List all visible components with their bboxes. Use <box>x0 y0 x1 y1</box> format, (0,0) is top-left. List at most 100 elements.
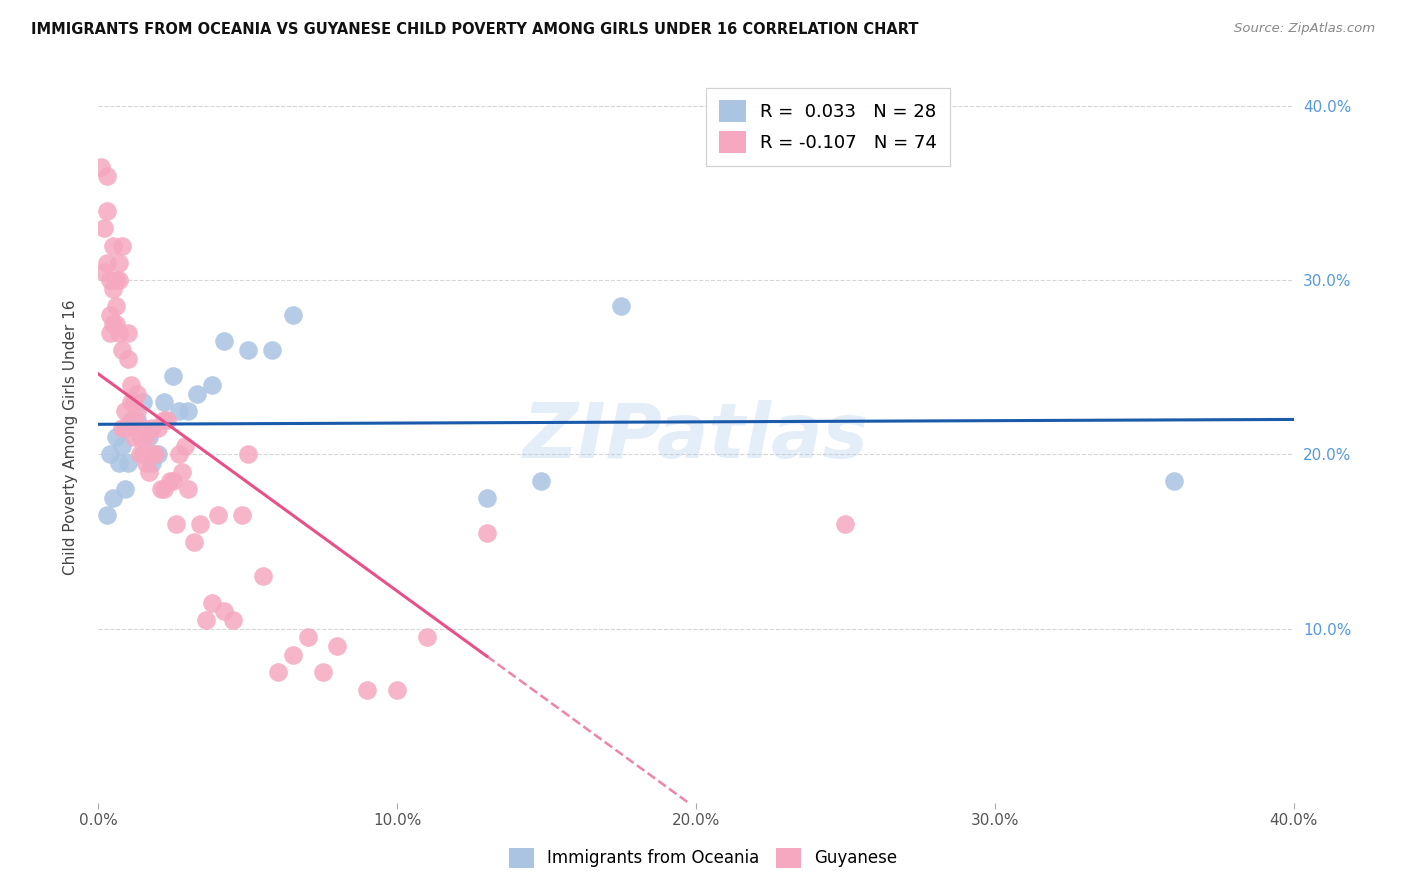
Point <box>311 665 333 680</box>
Point <box>143 448 166 462</box>
Point <box>153 395 176 409</box>
Point <box>132 421 155 435</box>
Point <box>222 613 245 627</box>
Point <box>212 334 235 349</box>
Point <box>172 465 194 479</box>
Point <box>165 517 187 532</box>
Point <box>98 326 122 340</box>
Point <box>93 221 115 235</box>
Point <box>201 377 224 392</box>
Point <box>98 448 122 462</box>
Point <box>120 377 142 392</box>
Point <box>236 343 259 357</box>
Y-axis label: Child Poverty Among Girls Under 16: Child Poverty Among Girls Under 16 <box>63 300 77 574</box>
Point <box>167 448 190 462</box>
Point <box>105 300 128 314</box>
Point <box>135 456 157 470</box>
Point <box>124 412 146 426</box>
Point <box>135 430 157 444</box>
Point <box>117 456 139 470</box>
Point <box>90 160 112 174</box>
Point <box>103 238 125 252</box>
Point <box>124 395 146 409</box>
Point <box>530 474 553 488</box>
Point <box>127 386 149 401</box>
Point <box>356 682 378 697</box>
Point <box>267 665 290 680</box>
Point <box>120 395 142 409</box>
Point <box>148 448 170 462</box>
Point <box>96 203 118 218</box>
Point <box>212 604 235 618</box>
Point <box>98 308 122 322</box>
Point <box>132 448 155 462</box>
Point <box>114 483 136 497</box>
Point <box>195 613 218 627</box>
Text: Source: ZipAtlas.com: Source: ZipAtlas.com <box>1234 22 1375 36</box>
Point <box>108 456 131 470</box>
Point <box>297 631 319 645</box>
Point <box>114 421 136 435</box>
Point <box>105 273 128 287</box>
Point <box>111 343 134 357</box>
Point <box>162 369 184 384</box>
Point <box>96 508 118 523</box>
Text: ZIPatlas: ZIPatlas <box>523 401 869 474</box>
Point <box>117 326 139 340</box>
Point <box>162 474 184 488</box>
Point <box>117 351 139 366</box>
Point <box>1163 474 1185 488</box>
Point <box>111 421 134 435</box>
Point <box>141 448 163 462</box>
Point <box>148 421 170 435</box>
Point <box>111 238 134 252</box>
Point <box>105 317 128 331</box>
Point <box>129 448 152 462</box>
Point <box>114 404 136 418</box>
Point <box>98 273 122 287</box>
Point <box>167 404 190 418</box>
Point <box>188 517 211 532</box>
Text: IMMIGRANTS FROM OCEANIA VS GUYANESE CHILD POVERTY AMONG GIRLS UNDER 16 CORRELATI: IMMIGRANTS FROM OCEANIA VS GUYANESE CHIL… <box>31 22 918 37</box>
Point <box>252 569 274 583</box>
Point <box>150 483 173 497</box>
Point <box>207 508 229 523</box>
Point <box>281 308 304 322</box>
Point <box>159 474 181 488</box>
Legend: Immigrants from Oceania, Guyanese: Immigrants from Oceania, Guyanese <box>502 841 904 875</box>
Point <box>260 343 283 357</box>
Point <box>177 483 200 497</box>
Point <box>141 456 163 470</box>
Point <box>610 300 633 314</box>
Point <box>156 412 179 426</box>
Point <box>201 595 224 609</box>
Point <box>834 517 856 532</box>
Point <box>108 256 131 270</box>
Point <box>132 395 155 409</box>
Point <box>183 534 205 549</box>
Point <box>385 682 409 697</box>
Point <box>103 491 125 505</box>
Point <box>103 317 125 331</box>
Point <box>127 412 149 426</box>
Point <box>153 483 176 497</box>
Point <box>475 491 498 505</box>
Point <box>96 256 118 270</box>
Point <box>174 439 197 453</box>
Legend: R =  0.033   N = 28, R = -0.107   N = 74: R = 0.033 N = 28, R = -0.107 N = 74 <box>706 87 950 166</box>
Point <box>141 421 163 435</box>
Point <box>281 648 304 662</box>
Point <box>326 639 349 653</box>
Point <box>153 412 176 426</box>
Point <box>124 430 146 444</box>
Point <box>475 525 498 540</box>
Point <box>177 404 200 418</box>
Point <box>105 430 128 444</box>
Point <box>93 265 115 279</box>
Point <box>96 169 118 183</box>
Point <box>108 273 131 287</box>
Point <box>138 465 160 479</box>
Point <box>231 508 253 523</box>
Point <box>127 404 149 418</box>
Point <box>103 282 125 296</box>
